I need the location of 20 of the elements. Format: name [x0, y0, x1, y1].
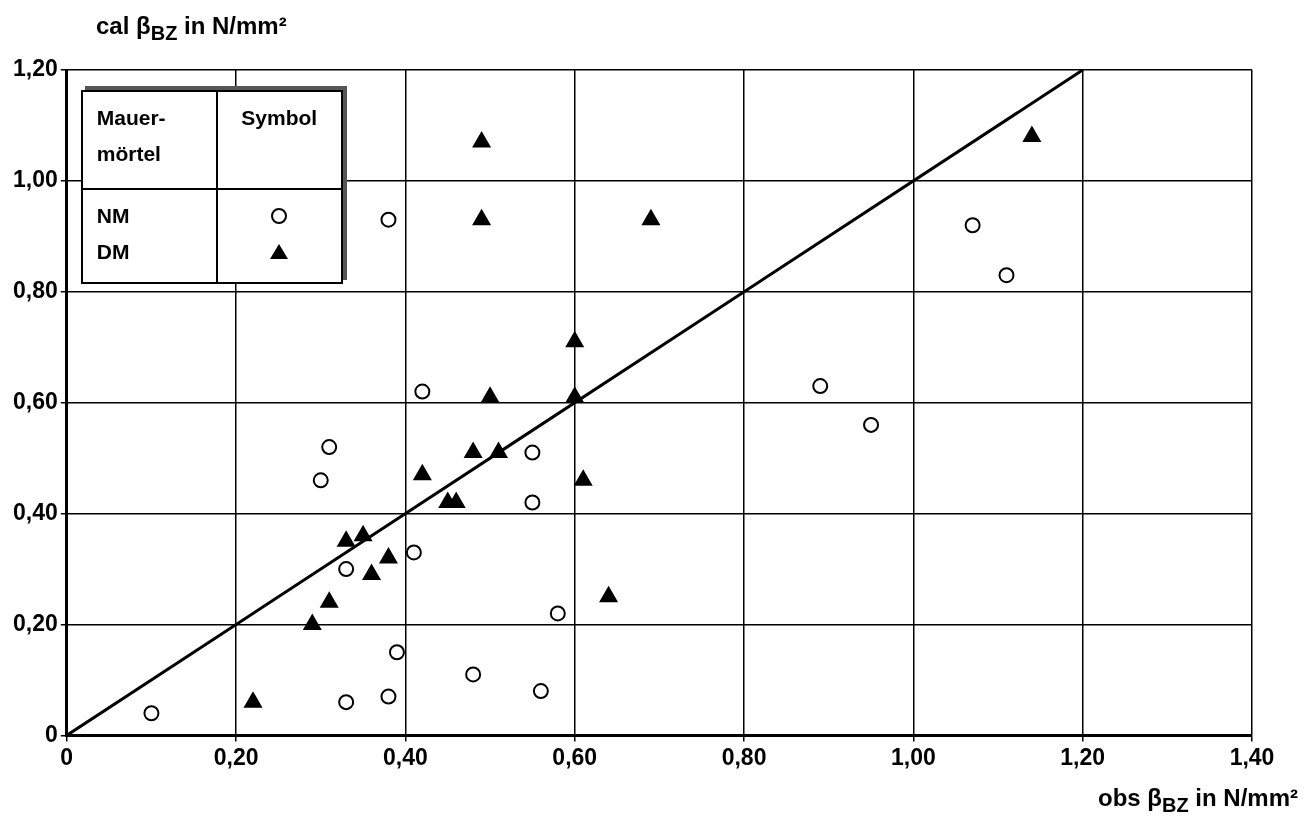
y-tick-label: 0,60: [13, 388, 58, 415]
x-tick-label: 0,60: [552, 743, 598, 770]
x-tick-label: 0,40: [383, 743, 428, 770]
y-tick-label: 1,00: [13, 166, 58, 193]
x-axis-title: obs β$_{BZ}$ in N/mm²: [1098, 784, 1298, 817]
y-tick-label: 1,20: [13, 55, 58, 82]
y-tick-label: 0: [44, 720, 58, 747]
x-tick-label: 1,20: [1060, 743, 1106, 770]
x-tick-label: 0,20: [213, 743, 259, 770]
legend-label: DM: [81, 234, 217, 283]
y-tick-label: 0,20: [13, 609, 58, 636]
y-tick-label: 0,80: [13, 277, 58, 304]
annotation: Symbol: [216, 91, 342, 189]
y-axis-title: cal β$_{BZ}$ in N/mm²: [96, 12, 287, 45]
x-tick-label: 1,40: [1229, 743, 1275, 770]
x-tick-label: 0,80: [721, 743, 767, 770]
legend-title: Mauer-mörtel: [81, 91, 217, 189]
x-tick-label: 1,00: [890, 743, 936, 770]
legend-label: NM: [81, 189, 217, 234]
y-tick-label: 0,40: [13, 498, 58, 525]
